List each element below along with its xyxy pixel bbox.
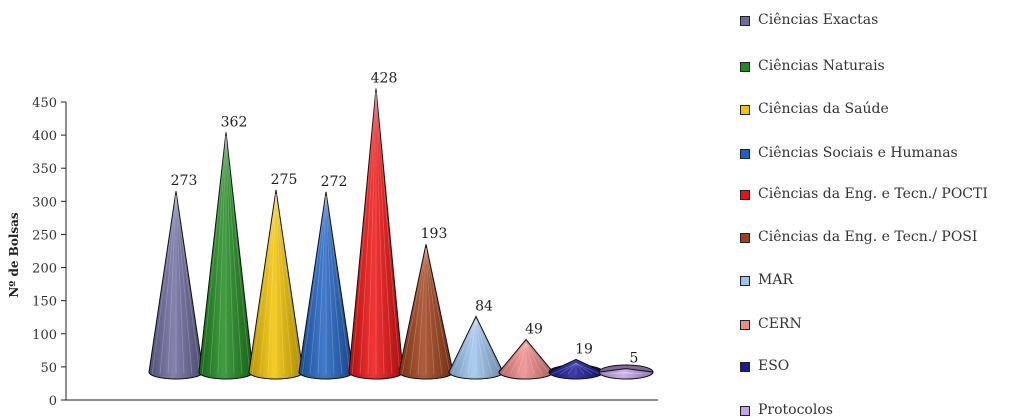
data-label-4: 272 [321, 174, 348, 190]
legend-swatch [740, 149, 750, 159]
legend-label: Ciências Exactas [758, 12, 879, 28]
y-axis-label: Nº de Bolsas [7, 212, 21, 298]
cone-4 [298, 191, 354, 380]
legend-label: MAR [758, 272, 793, 288]
cone-5 [348, 88, 404, 380]
cone-10 [598, 364, 654, 380]
cone-2 [198, 132, 254, 380]
chart-cones [148, 88, 654, 380]
data-label-5: 428 [371, 71, 398, 87]
legend-swatch [740, 62, 750, 72]
legend-swatch [740, 233, 750, 243]
legend-swatch [740, 362, 750, 372]
y-tick-label: 250 [32, 228, 57, 243]
legend-swatch [740, 190, 750, 200]
legend-swatch [740, 406, 750, 416]
data-label-9: 19 [575, 341, 593, 357]
data-label-10: 5 [630, 351, 639, 367]
legend-label: ESO [758, 358, 790, 374]
y-tick-label: 200 [32, 262, 57, 277]
chart-data-labels: 273 362 275 272 428 193 84 49 19 5 [171, 71, 639, 367]
cone-7 [448, 315, 504, 380]
y-tick-label: 300 [32, 195, 57, 210]
y-tick-label: 350 [32, 162, 57, 177]
legend-label: Ciências da Eng. e Tecn./ POSI [758, 229, 978, 245]
legend-swatch [740, 105, 750, 115]
legend-label: Ciências da Eng. e Tecn./ POCTI [758, 186, 988, 202]
legend-swatch [740, 276, 750, 286]
data-label-3: 275 [271, 172, 298, 188]
legend-label: Ciências Sociais e Humanas [758, 145, 958, 161]
y-tick-label: 150 [32, 295, 57, 310]
y-tick-label: 50 [40, 361, 57, 376]
data-label-6: 193 [421, 226, 448, 242]
cone-3 [248, 189, 304, 380]
cone-9 [548, 358, 604, 380]
data-label-1: 273 [171, 173, 198, 189]
legend-label: Ciências Naturais [758, 58, 885, 74]
cone-6 [398, 244, 454, 380]
data-label-7: 84 [475, 298, 493, 314]
legend-label: Ciências da Saúde [758, 101, 889, 117]
legend-swatch [740, 320, 750, 330]
cone-8 [498, 338, 554, 380]
y-tick-label: 400 [32, 129, 57, 144]
chart-axes: 0 50 100 150 200 250 300 350 400 450 [32, 96, 658, 409]
y-tick-label: 450 [32, 96, 57, 111]
legend-swatch [740, 16, 750, 26]
data-label-8: 49 [525, 322, 543, 338]
y-tick-label: 100 [32, 328, 57, 343]
legend-label: Protocolos [758, 402, 833, 418]
y-tick-label: 0 [49, 394, 57, 409]
data-label-2: 362 [221, 114, 248, 130]
legend-label: CERN [758, 316, 802, 332]
chart: 0 50 100 150 200 250 300 350 400 450 273 362 275 272… [7, 71, 658, 409]
cone-1 [148, 191, 204, 380]
chart-legend: Ciências Exactas Ciências Naturais Ciência… [738, 0, 1014, 419]
